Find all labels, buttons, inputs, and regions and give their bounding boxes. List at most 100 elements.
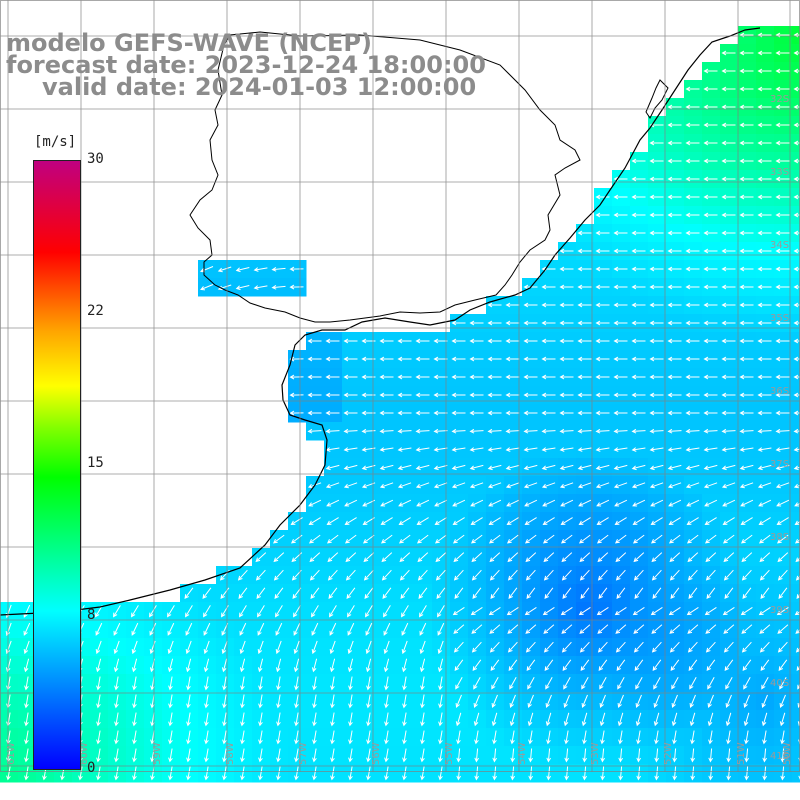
wind-arrow	[721, 302, 736, 308]
wind-arrow	[757, 302, 772, 308]
wind-arrow	[650, 606, 663, 616]
wind-arrow	[379, 482, 394, 489]
wind-arrow	[685, 302, 700, 308]
wind-arrow	[703, 374, 718, 380]
wind-arrow	[559, 482, 574, 489]
wind-arrow	[487, 320, 502, 326]
wind-arrow	[670, 587, 680, 600]
wind-arrow	[383, 605, 391, 618]
wind-arrow	[113, 605, 121, 618]
wind-arrow	[330, 676, 335, 691]
wind-arrow	[559, 248, 574, 254]
wind-arrow	[5, 622, 12, 637]
wind-arrow	[326, 499, 340, 507]
wind-arrow	[23, 622, 31, 636]
wind-arrow	[740, 534, 753, 544]
wind-arrow	[615, 552, 627, 563]
wind-arrow	[669, 569, 680, 581]
wind-arrow	[598, 659, 608, 672]
wind-arrow	[204, 694, 209, 709]
wind-arrow	[687, 624, 699, 634]
wind-arrow	[762, 748, 768, 763]
wind-arrow	[577, 374, 592, 380]
wind-arrow	[451, 338, 466, 344]
wind-arrow	[543, 552, 555, 563]
wind-arrow	[739, 176, 754, 182]
wind-arrow	[419, 605, 427, 618]
wind-arrow	[650, 534, 663, 544]
wind-arrow	[435, 569, 446, 581]
wind-arrow	[149, 622, 157, 636]
wind-arrow	[618, 748, 624, 763]
wind-arrow	[669, 552, 681, 563]
wind-arrow	[703, 266, 718, 272]
colorbar-tick-8: 8	[87, 607, 96, 623]
wind-arrow	[505, 302, 520, 308]
wind-arrow	[668, 534, 681, 544]
wind-arrow	[667, 104, 682, 110]
wind-arrow	[113, 622, 121, 636]
wind-arrow	[582, 748, 588, 763]
wind-arrow	[487, 356, 502, 362]
wind-arrow	[703, 86, 718, 92]
wind-arrow	[776, 534, 789, 544]
wind-arrow	[559, 447, 574, 452]
wind-arrow	[523, 392, 538, 398]
wind-arrow	[721, 320, 736, 326]
wind-arrow	[704, 534, 717, 544]
wind-arrow	[95, 622, 103, 636]
wind-arrow	[721, 248, 736, 254]
wind-arrow	[96, 676, 101, 691]
wind-arrow	[541, 428, 556, 434]
wind-arrow	[379, 410, 394, 416]
wind-arrow	[343, 447, 358, 452]
wind-arrow	[758, 517, 771, 525]
wind-arrow	[379, 374, 394, 380]
wind-arrow	[740, 517, 753, 525]
wind-arrow	[613, 194, 628, 200]
wind-arrow	[739, 447, 754, 452]
wind-arrow	[114, 730, 119, 745]
wind-arrow	[167, 640, 174, 655]
wind-arrow	[508, 587, 518, 600]
wind-arrow	[311, 605, 319, 618]
wind-arrow	[364, 587, 374, 600]
wind-arrow	[528, 766, 534, 781]
wind-arrow	[703, 356, 718, 362]
wind-arrow	[559, 320, 574, 326]
wind-arrow	[649, 302, 664, 308]
wind-arrow	[489, 569, 500, 581]
wind-arrow	[289, 284, 304, 290]
wind-arrow	[631, 158, 646, 164]
wind-arrow	[455, 677, 463, 690]
wind-arrow	[523, 320, 538, 326]
wind-arrow	[595, 464, 610, 471]
wind-arrow	[398, 534, 411, 544]
wind-arrow	[343, 356, 358, 362]
title-model: modelo GEFS-WAVE (NCEP)	[6, 29, 372, 57]
ocean-cell	[792, 494, 800, 513]
wind-arrow	[397, 464, 412, 471]
wind-arrow	[721, 104, 736, 110]
wind-arrow	[649, 374, 664, 380]
wind-arrow	[793, 248, 800, 254]
wind-arrow	[739, 410, 754, 416]
wind-arrow	[651, 552, 663, 563]
wind-arrow	[599, 677, 607, 690]
lon-label: 59W	[152, 742, 163, 765]
wind-arrow	[510, 766, 516, 781]
wind-arrow	[185, 605, 193, 618]
wind-arrow	[471, 624, 483, 634]
wind-arrow	[253, 267, 268, 272]
wind-arrow	[687, 552, 699, 563]
wind-arrow	[434, 517, 447, 525]
wind-arrow	[437, 640, 444, 655]
wind-arrow	[685, 122, 700, 128]
ocean-cell	[792, 764, 800, 783]
wind-arrow	[186, 730, 191, 745]
wind-arrow	[222, 712, 227, 727]
wind-arrow	[114, 676, 119, 691]
wind-arrow	[473, 712, 480, 727]
wind-arrow	[649, 447, 664, 452]
wind-arrow	[562, 587, 572, 600]
